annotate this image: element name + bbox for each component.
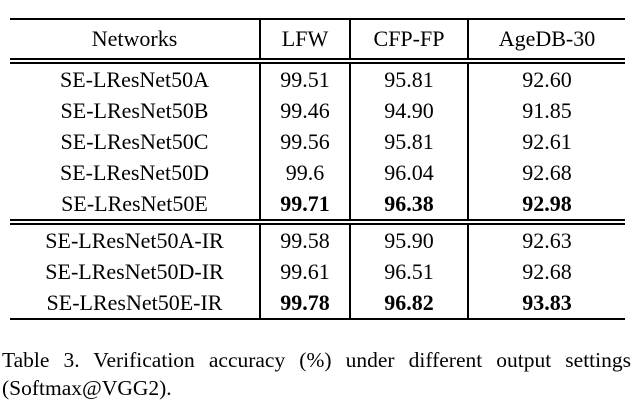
table-row: SE-LResNet50A-IR 99.58 95.90 92.63 [10,219,625,256]
network-name-cell: SE-LResNet50D-IR [45,258,224,284]
agedb-30-value-cell: 92.68 [467,157,625,188]
col-header-agedb-30: AgeDB-30 [467,18,625,64]
lfw-value-cell: 99.51 [259,61,350,95]
cfp-fp-value-cell: 96.38 [349,188,468,222]
lfw-value-cell: 99.56 [259,126,350,157]
cfp-fp-value-cell: 96.51 [349,256,468,287]
cfp-fp-value-cell: 96.04 [349,157,468,188]
lfw-value-cell: 99.6 [259,157,350,188]
cfp-fp-value-cell: 95.81 [349,61,468,95]
table-row: SE-LResNet50E-IR 99.78 96.82 93.83 [10,287,625,320]
cfp-fp-value-cell: 96.82 [349,287,468,320]
network-name-cell: SE-LResNet50D [59,159,210,185]
agedb-30-value-cell: 92.98 [467,188,625,222]
table-caption-line2: (Softmax@VGG2). [2,376,172,400]
agedb-30-value-cell: 92.60 [467,61,625,95]
agedb-30-value-cell: 92.61 [467,126,625,157]
agedb-30-value-cell: 92.63 [467,219,625,256]
header-row: Networks LFW CFP-FP AgeDB-30 [10,18,625,64]
table-row: SE-LResNet50E 99.71 96.38 92.98 [10,188,625,222]
lfw-value-cell: 99.46 [259,95,350,126]
network-name-cell: SE-LResNet50A [59,66,210,92]
cfp-fp-value-cell: 94.90 [349,95,468,126]
verification-accuracy-table: Networks LFW CFP-FP AgeDB-30 SE-LResNet5… [10,18,625,320]
cfp-fp-value-cell: 95.81 [349,126,468,157]
agedb-30-value-cell: 93.83 [467,287,625,320]
table-caption-line1: Table 3. Verification accuracy (%) under… [2,348,631,372]
col-header-lfw: LFW [259,18,350,64]
col-header-networks: Networks [10,18,260,64]
table-row: SE-LResNet50D 99.6 96.04 92.68 [10,157,625,188]
lfw-value-cell: 99.61 [259,256,350,287]
network-name-cell: SE-LResNet50A-IR [10,219,260,256]
network-name-cell: SE-LResNet50E-IR [10,287,260,320]
table-row: SE-LResNet50C 99.56 95.81 92.61 [10,126,625,157]
network-name-cell: SE-LResNet50B [60,97,209,123]
lfw-value-cell: 99.78 [259,287,350,320]
lfw-value-cell: 99.71 [259,188,350,222]
agedb-30-value-cell: 92.68 [467,256,625,287]
agedb-30-value-cell: 91.85 [467,95,625,126]
table-row: SE-LResNet50A 99.51 95.81 92.60 [10,61,625,95]
table-row: SE-LResNet50D-IR 99.61 96.51 92.68 [10,256,625,287]
table-row: SE-LResNet50B 99.46 94.90 91.85 [10,95,625,126]
table-caption: Table 3. Verification accuracy (%) under… [2,346,631,402]
lfw-value-cell: 99.58 [259,219,350,256]
network-name-cell: SE-LResNet50C [60,128,209,154]
network-name-cell: SE-LResNet50E [61,190,208,216]
col-header-cfp-fp: CFP-FP [349,18,468,64]
cfp-fp-value-cell: 95.90 [349,219,468,256]
